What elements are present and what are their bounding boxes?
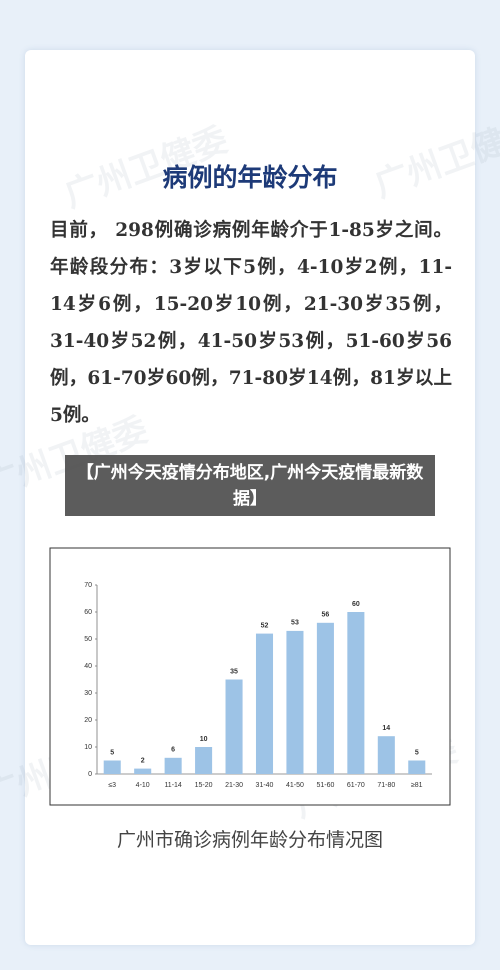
y-tick-label: 20 bbox=[84, 717, 92, 724]
y-tick-label: 30 bbox=[84, 690, 92, 697]
x-tick-label: 15-20 bbox=[195, 782, 213, 789]
x-tick-label: 41-50 bbox=[286, 782, 304, 789]
data-label: 14 bbox=[382, 725, 390, 732]
data-label: 56 bbox=[322, 612, 330, 619]
bar bbox=[225, 679, 243, 774]
data-label: 5 bbox=[110, 749, 114, 756]
bar bbox=[316, 622, 334, 774]
y-tick-label: 60 bbox=[84, 609, 92, 616]
paragraph: 目前， 298例确诊病例年龄介于1-85岁之间。年龄段分布：3岁以下5例，4-1… bbox=[50, 220, 452, 426]
x-tick-label: 51-60 bbox=[316, 782, 334, 789]
y-tick-label: 50 bbox=[84, 636, 92, 643]
bar bbox=[377, 736, 395, 774]
x-tick-label: ≥81 bbox=[411, 782, 423, 789]
chart-caption: 广州市确诊病例年龄分布情况图 bbox=[116, 829, 383, 851]
bar bbox=[408, 760, 426, 774]
data-label: 60 bbox=[352, 601, 360, 608]
bar bbox=[347, 612, 365, 774]
title: 病例的年龄分布 bbox=[162, 163, 338, 192]
data-label: 53 bbox=[291, 620, 299, 627]
x-tick-label: 11-14 bbox=[164, 782, 181, 789]
data-label: 5 bbox=[415, 749, 419, 756]
x-tick-label: 31-40 bbox=[256, 782, 274, 789]
x-tick-label: 4-10 bbox=[136, 782, 150, 789]
data-label: 52 bbox=[261, 622, 269, 629]
bar bbox=[255, 633, 274, 774]
data-label: 35 bbox=[230, 668, 238, 675]
y-tick-label: 0 bbox=[88, 771, 92, 778]
y-tick-label: 70 bbox=[84, 582, 92, 589]
bar bbox=[103, 760, 121, 774]
bar bbox=[286, 630, 304, 774]
bar bbox=[164, 757, 182, 774]
data-label: 10 bbox=[200, 736, 208, 743]
overlay-caption: 【广州今天疫情分布地区,广州今天疫情最新数据】 bbox=[65, 455, 435, 516]
x-tick-label: 71-80 bbox=[377, 782, 395, 789]
y-tick-label: 10 bbox=[84, 744, 92, 751]
x-tick-label: ≤3 bbox=[108, 782, 116, 789]
y-tick-label: 40 bbox=[84, 663, 92, 670]
bar bbox=[134, 768, 152, 774]
data-label: 6 bbox=[171, 747, 175, 754]
x-tick-label: 61-70 bbox=[347, 782, 365, 789]
x-tick-label: 21-30 bbox=[225, 782, 243, 789]
bar bbox=[195, 747, 213, 774]
data-label: 2 bbox=[141, 757, 145, 764]
